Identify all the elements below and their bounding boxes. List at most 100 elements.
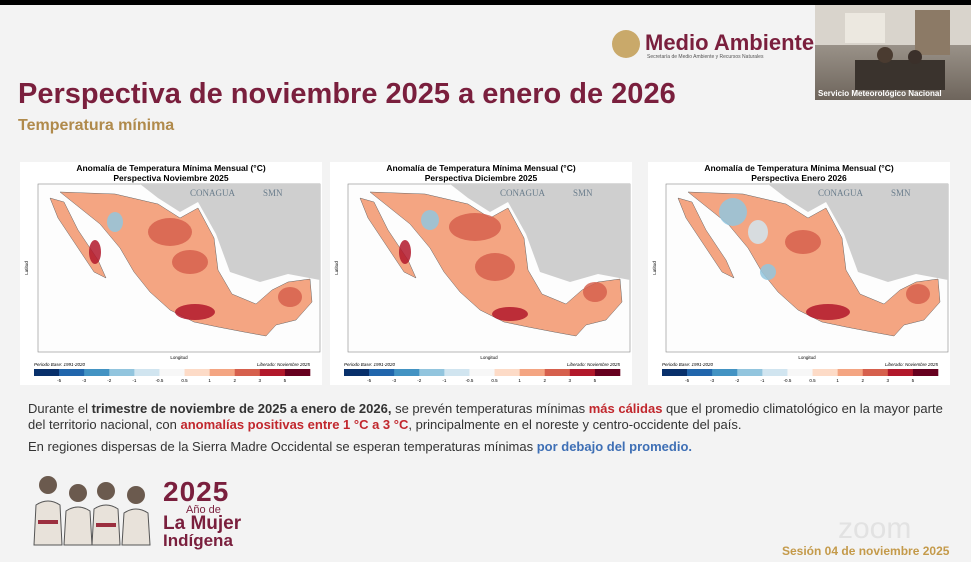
video-feed <box>815 5 971 100</box>
legend-label: 0.5 <box>809 378 816 383</box>
legend-swatch <box>787 369 813 376</box>
land <box>140 184 320 282</box>
anomaly-area <box>583 282 607 302</box>
legend-swatch <box>84 369 110 376</box>
anomaly-area <box>107 212 123 232</box>
anomaly-area <box>760 264 776 280</box>
year-logo-line: La Mujer <box>163 513 242 534</box>
land <box>450 184 630 282</box>
text-span: más cálidas <box>588 401 663 416</box>
anomaly-area <box>719 198 747 226</box>
illustration <box>33 476 151 546</box>
legend-swatch <box>394 369 420 376</box>
release-date: Liberado: Noviembre 2025 <box>257 362 311 367</box>
zoom-watermark: zoom <box>838 512 912 545</box>
map-title: Anomalía de Temperatura Mínima Mensual (… <box>386 163 576 173</box>
legend-label: -3 <box>82 378 86 383</box>
legend-label: -5 <box>57 378 61 383</box>
text-span: , principalmente en el noreste y centro-… <box>408 417 742 432</box>
emblem <box>612 30 640 58</box>
legend-label: 0.5 <box>181 378 188 383</box>
y-axis-label: Latitud <box>24 261 29 275</box>
legend-swatch <box>812 369 838 376</box>
legend-swatch <box>662 369 688 376</box>
legend-swatch <box>519 369 546 376</box>
land <box>768 184 948 282</box>
legend-label: -2 <box>107 378 111 383</box>
legend-label: -0.5 <box>784 378 792 383</box>
anomaly-area <box>492 307 528 321</box>
anomaly-area <box>175 304 215 320</box>
text-span: anomalías positivas entre 1 °C a 3 °C <box>180 417 409 432</box>
agency-logo: CONAGUA <box>500 188 546 198</box>
x-axis-label: Longitud <box>480 355 498 360</box>
legend-swatch <box>837 369 864 376</box>
agency-logo: CONAGUA <box>190 188 236 198</box>
release-date: Liberado: Noviembre 2025 <box>567 362 621 367</box>
legend-swatch <box>887 369 914 376</box>
legend-swatch <box>912 369 939 376</box>
legend-swatch <box>687 369 713 376</box>
anomaly-area <box>475 253 515 281</box>
text-span: En regiones dispersas de la Sierra Madre… <box>28 439 537 454</box>
legend-label: 2 <box>861 378 864 383</box>
legend-swatch <box>594 369 621 376</box>
legend-label: 2 <box>233 378 236 383</box>
legend-swatch <box>344 369 370 376</box>
legend-label: 3 <box>259 378 262 383</box>
legend-label: 3 <box>887 378 890 383</box>
slide-title: Perspectiva de noviembre 2025 a enero de… <box>18 78 676 110</box>
logo-subtitle: Secretaría de Medio Ambiente y Recursos … <box>647 54 764 60</box>
logo: Medio Ambiente <box>645 30 815 55</box>
legend-label: 1 <box>518 378 521 383</box>
anomaly-area <box>399 240 411 264</box>
legend-swatch <box>284 369 311 376</box>
legend-swatch <box>762 369 788 376</box>
map-title: Anomalía de Temperatura Mínima Mensual (… <box>704 163 894 173</box>
legend-label: -5 <box>685 378 689 383</box>
legend-label: 5 <box>594 378 597 383</box>
legend-label: -3 <box>710 378 714 383</box>
base-period: Periodo Base: 1991-2020 <box>344 362 396 367</box>
legend-swatch <box>494 369 520 376</box>
anomaly-area <box>906 284 930 304</box>
legend-swatch <box>109 369 135 376</box>
legend-swatch <box>369 369 395 376</box>
map-subtitle: Perspectiva Noviembre 2025 <box>113 173 229 183</box>
legend-swatch <box>469 369 495 376</box>
legend-label: 1 <box>208 378 211 383</box>
map-panel: Anomalía de Temperatura Mínima Mensual (… <box>330 162 632 385</box>
legend-swatch <box>712 369 738 376</box>
agency-logo: SMN <box>573 188 593 198</box>
release-date: Liberado: Noviembre 2025 <box>885 362 939 367</box>
video-scene <box>815 5 971 90</box>
paragraph: En regiones dispersas de la Sierra Madre… <box>28 439 948 455</box>
legend-swatch <box>737 369 763 376</box>
map-panel: Anomalía de Temperatura Mínima Mensual (… <box>648 162 950 385</box>
anomaly-area <box>172 250 208 274</box>
legend-swatch <box>59 369 85 376</box>
baja-california <box>677 197 735 279</box>
legend-label: 5 <box>912 378 915 383</box>
map-panel: Anomalía de Temperatura Mínima Mensual (… <box>20 162 322 385</box>
year-logo-line: Año de <box>186 504 221 516</box>
legend-label: -3 <box>392 378 396 383</box>
anomaly-area <box>748 220 768 244</box>
anomaly-area <box>785 230 821 254</box>
anomaly-area <box>421 210 439 230</box>
text-span: se prevén temperaturas mínimas <box>391 401 589 416</box>
legend-swatch <box>209 369 236 376</box>
agency-logo: SMN <box>891 188 911 198</box>
anomaly-area <box>449 213 501 241</box>
legend-swatch <box>159 369 185 376</box>
legend-label: -1 <box>132 378 136 383</box>
legend-label: -0.5 <box>466 378 474 383</box>
paragraph: Durante el trimestre de noviembre de 202… <box>28 401 948 433</box>
anomaly-area <box>806 304 850 320</box>
legend-label: 0.5 <box>491 378 498 383</box>
legend-label: 3 <box>569 378 572 383</box>
legend-swatch <box>419 369 445 376</box>
legend-swatch <box>34 369 60 376</box>
anomaly-area <box>278 287 302 307</box>
map-subtitle: Perspectiva Diciembre 2025 <box>425 173 538 183</box>
